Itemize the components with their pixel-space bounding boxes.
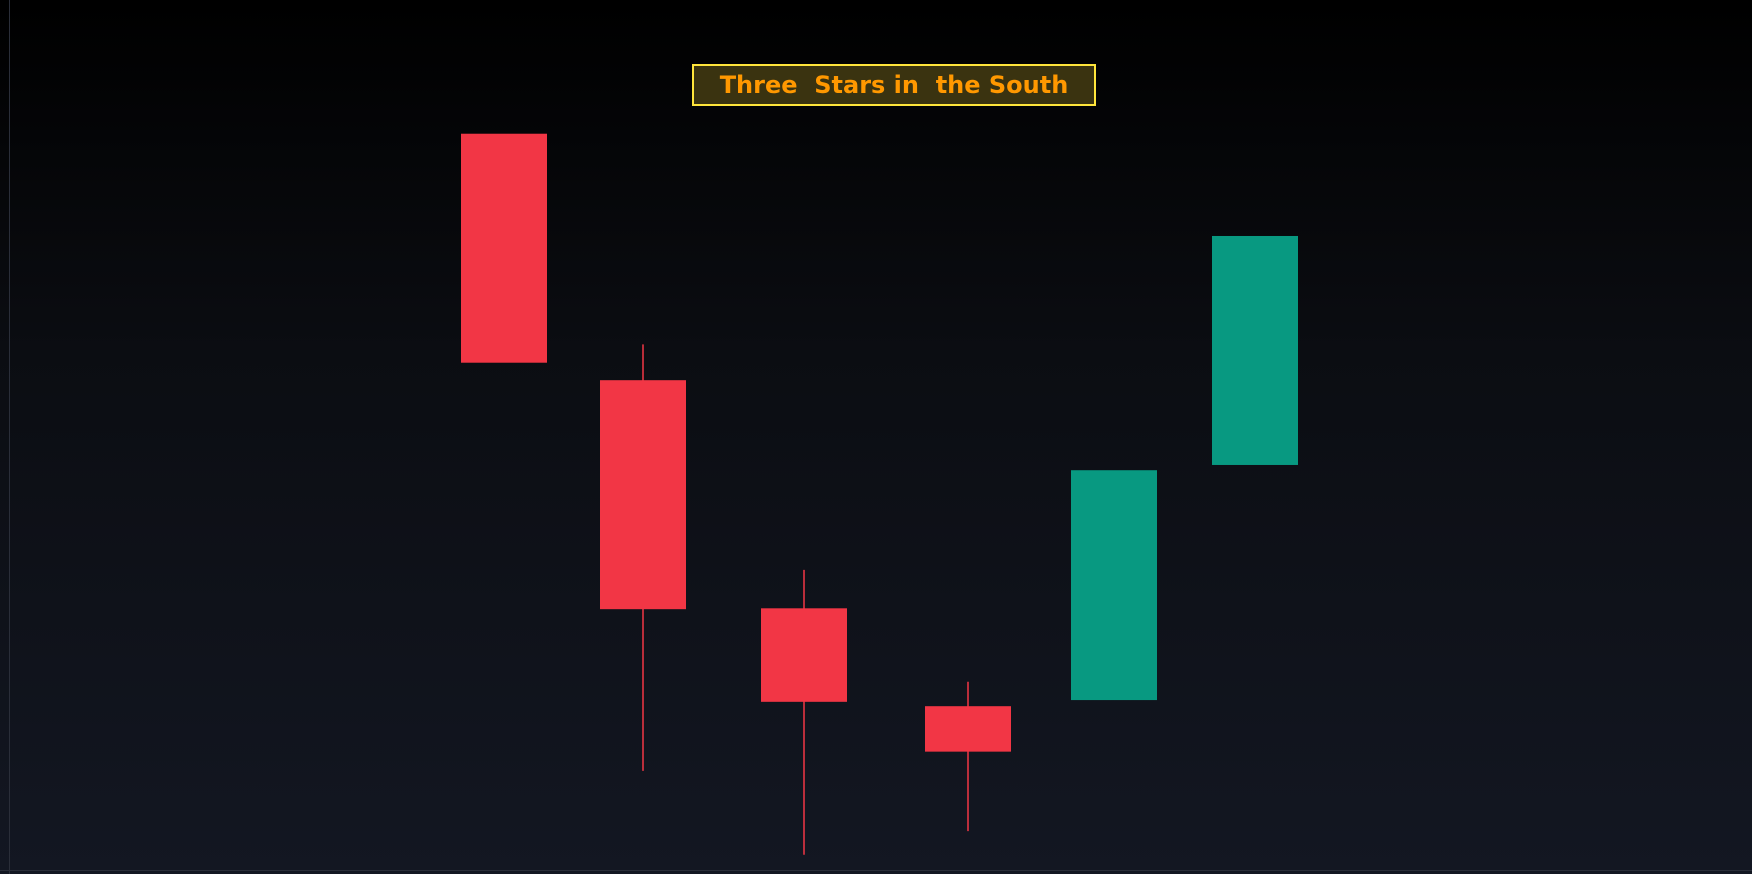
candle-body	[1071, 470, 1157, 701]
chart-left-border	[0, 0, 10, 874]
pattern-title-label: Three Stars in the South	[692, 64, 1096, 106]
candle-body	[761, 608, 847, 702]
candle-6	[1212, 235, 1298, 465]
candle-3	[761, 569, 847, 855]
candle-2	[600, 344, 686, 771]
candle-body	[461, 133, 547, 363]
chart-bottom-border	[0, 870, 1752, 874]
candle-4	[925, 681, 1011, 832]
candle-1	[461, 133, 547, 363]
candle-body	[600, 380, 686, 610]
candle-5	[1071, 470, 1157, 701]
candle-body	[925, 706, 1011, 752]
candle-body	[1212, 235, 1298, 465]
